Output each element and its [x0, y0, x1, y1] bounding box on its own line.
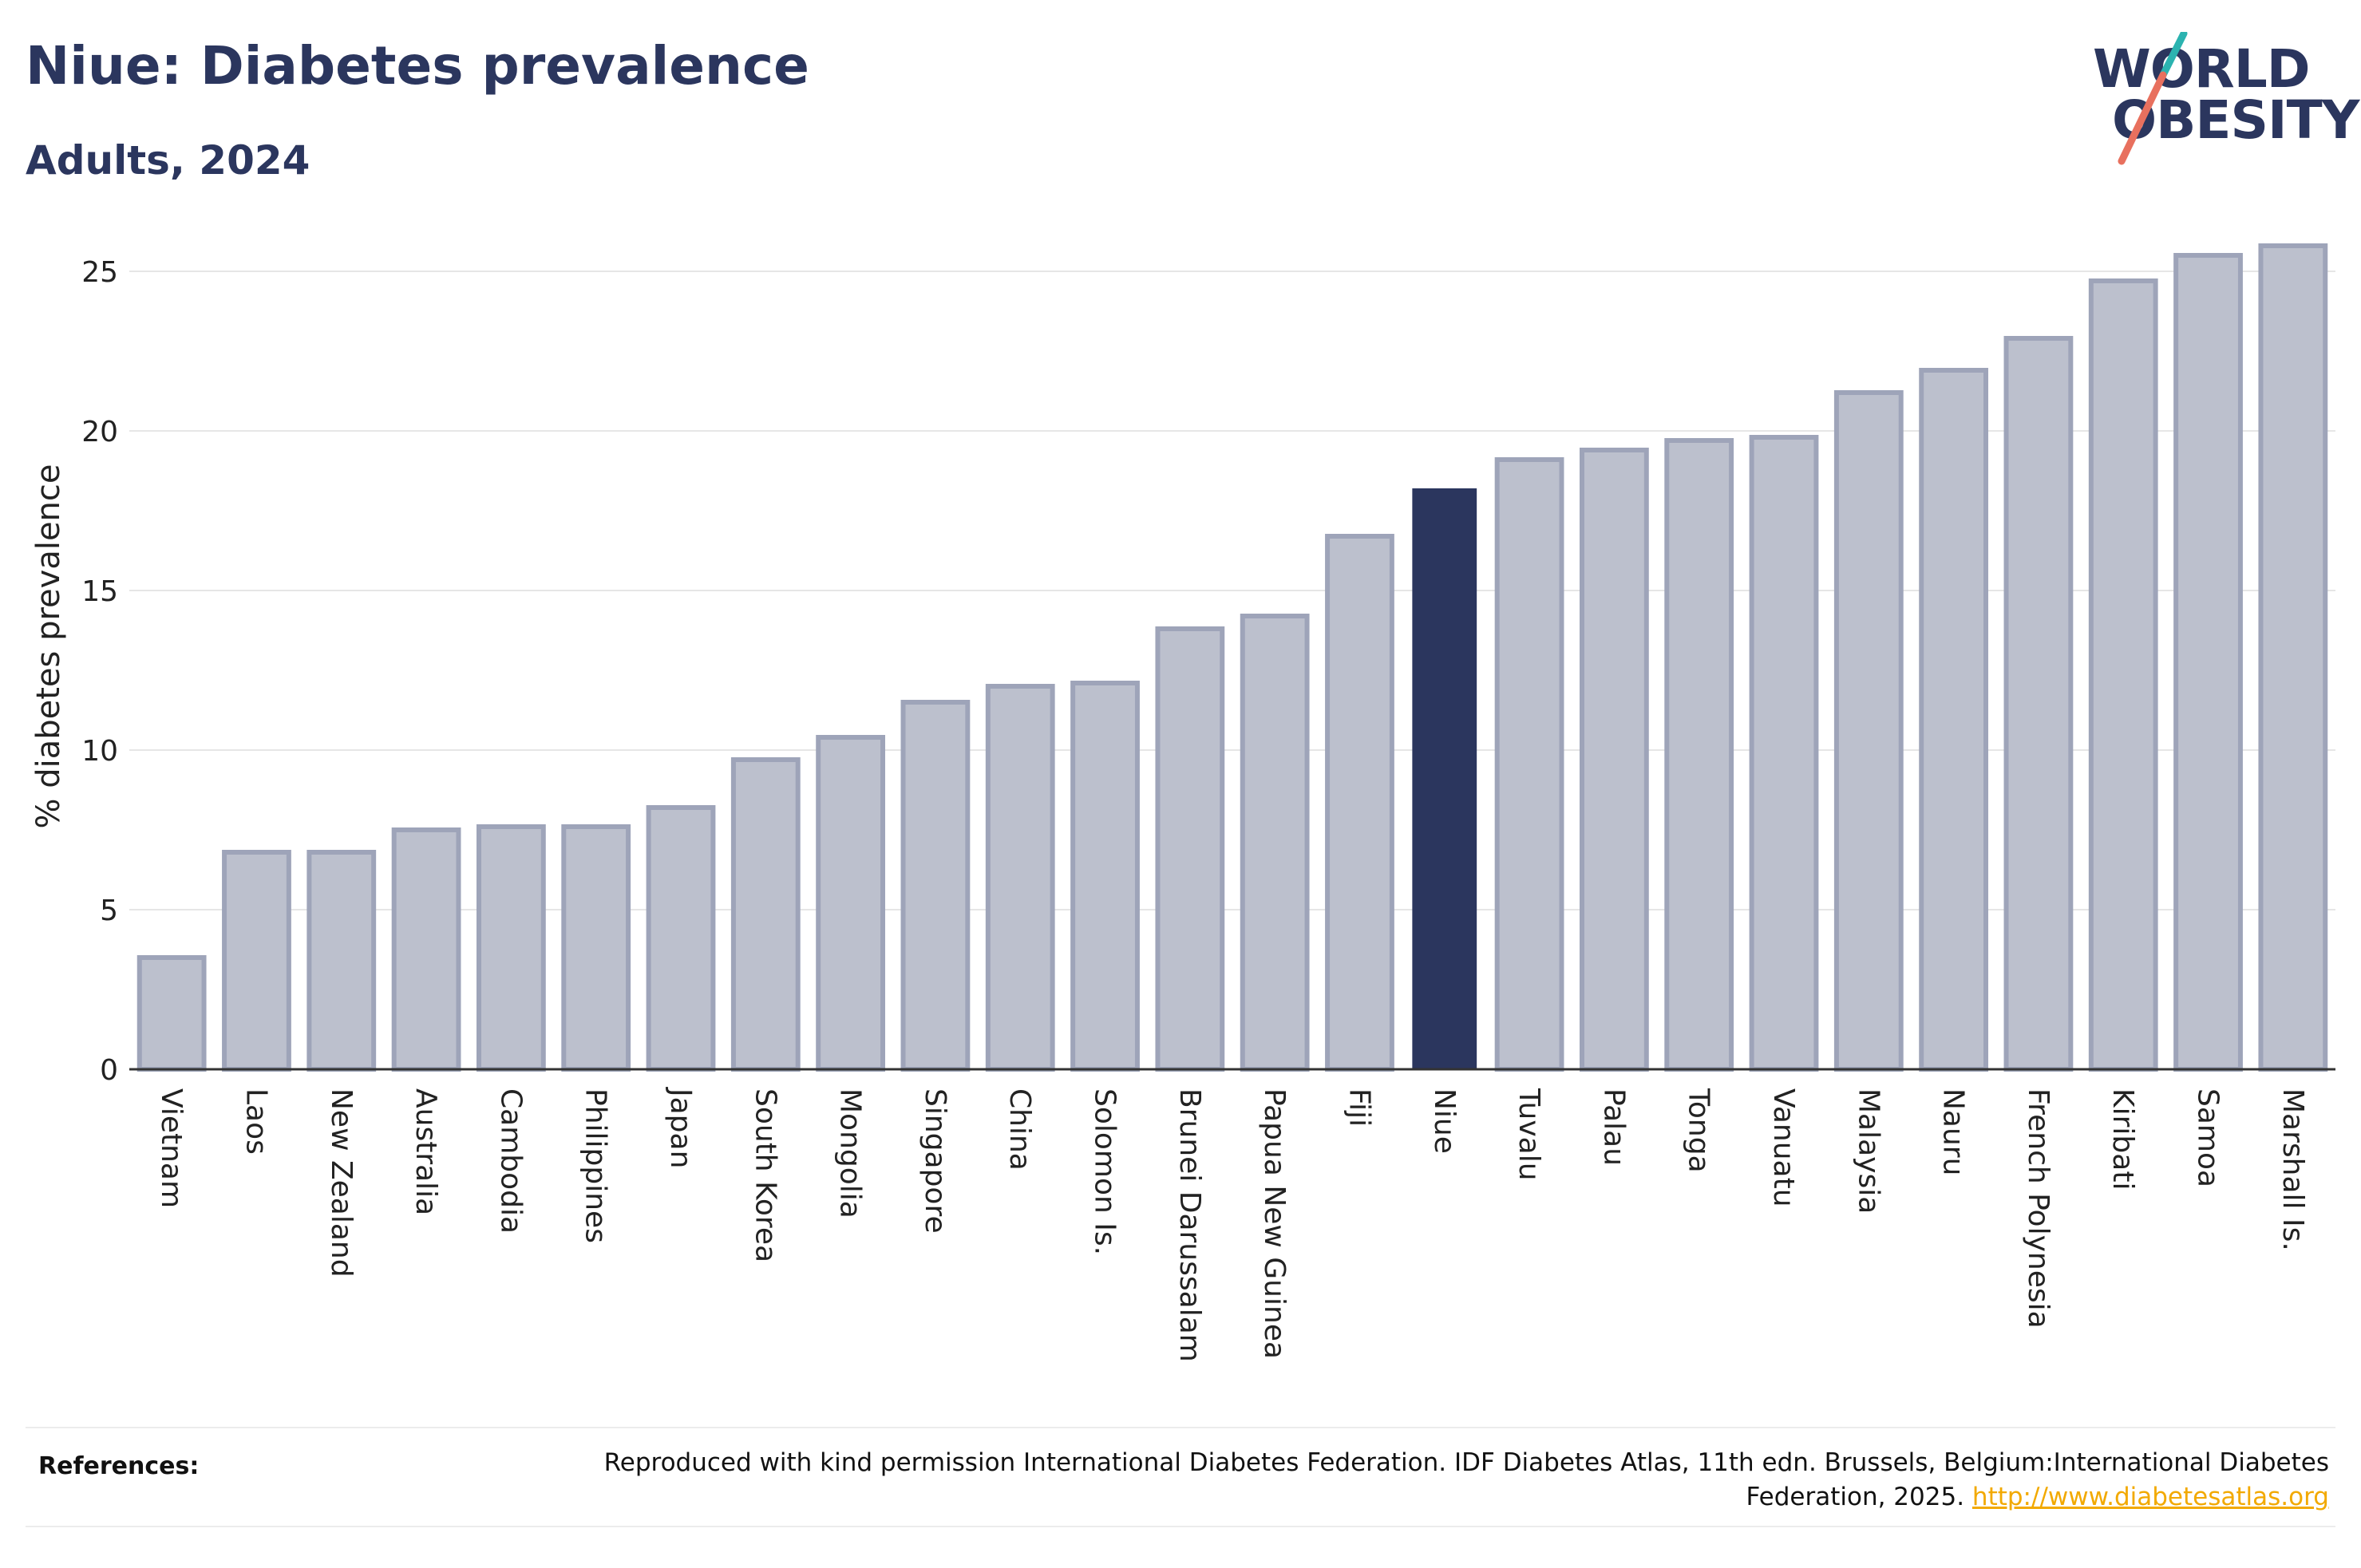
x-tick-label: Palau [1597, 1088, 1630, 1166]
x-tick-labels: Vietnam Laos New Zealand Australia Cambodia P… [155, 1087, 2309, 1362]
x-tick-label: Papua New Guinea [1258, 1088, 1291, 1359]
bar-nauru[interactable] [1919, 368, 1989, 1072]
y-axis-label: % diabetes prevalence [30, 464, 67, 828]
references-link[interactable]: http://www.diabetesatlas.org [1971, 1483, 2329, 1511]
y-tick-labels: 0 5 10 15 20 25 [81, 256, 118, 1087]
references-label: References: [38, 1452, 200, 1480]
x-tick-label: Japan [664, 1087, 697, 1168]
y-tick-label: 20 [81, 416, 118, 448]
x-tick-label: Kiribati [2106, 1088, 2139, 1190]
x-tick-label: Tonga [1683, 1088, 1715, 1173]
bar-chart: 0 5 10 15 20 25 Vietnam Laos New Zealand Austral… [30, 243, 2335, 1362]
x-tick-label: New Zealand [325, 1088, 358, 1278]
bar-palau[interactable] [1579, 448, 1649, 1072]
x-tick-label: Tuvalu [1513, 1088, 1545, 1181]
references-divider-top [26, 1427, 2335, 1428]
bar-philippines[interactable] [561, 824, 631, 1072]
x-tick-label: Singapore [919, 1088, 951, 1234]
y-tick-label: 0 [100, 1054, 118, 1087]
bar-mongolia[interactable] [816, 735, 886, 1072]
bars [129, 243, 2335, 1072]
bar-vanuatu[interactable] [1749, 435, 1819, 1072]
x-tick-label: French Polynesia [2022, 1088, 2055, 1329]
x-tick-label: Solomon Is. [1089, 1088, 1121, 1255]
x-tick-label: Brunei Darussalam [1173, 1088, 1206, 1362]
chart-subtitle: Adults, 2024 [26, 137, 310, 184]
chart-title: Niue: Diabetes prevalence [26, 35, 809, 97]
x-tick-label: Malaysia [1852, 1088, 1884, 1214]
bar-solomon-is[interactable] [1070, 681, 1140, 1072]
x-tick-label: Laos [239, 1088, 272, 1155]
references-divider-bottom [26, 1526, 2335, 1527]
x-tick-label: Niue [1428, 1088, 1461, 1154]
bar-japan[interactable] [646, 805, 716, 1072]
logo-slash-icon [2118, 32, 2188, 165]
x-tick-label: Australia [409, 1088, 442, 1215]
bar-samoa[interactable] [2173, 253, 2243, 1072]
world-obesity-logo[interactable]: WORLD OBESITY [2083, 32, 2359, 168]
bar-singapore[interactable] [900, 700, 971, 1072]
bar-south-korea[interactable] [730, 757, 801, 1072]
x-tick-label: Vietnam [155, 1088, 188, 1208]
bar-cambodia[interactable] [476, 824, 546, 1072]
bar-vietnam[interactable] [136, 955, 207, 1072]
x-tick-label: Cambodia [494, 1088, 527, 1234]
bar-malaysia[interactable] [1833, 390, 1904, 1072]
x-tick-label: Nauru [1937, 1088, 1970, 1175]
y-tick-label: 15 [81, 575, 118, 608]
x-tick-label: Philippines [579, 1088, 612, 1243]
bar-australia[interactable] [391, 827, 461, 1072]
bar-new-zealand[interactable] [306, 850, 377, 1072]
y-tick-label: 5 [100, 895, 118, 927]
bar-tuvalu[interactable] [1494, 457, 1564, 1072]
x-tick-label: China [1003, 1088, 1036, 1171]
bar-marshall-is[interactable] [2258, 243, 2328, 1072]
y-tick-label: 25 [81, 256, 118, 289]
x-tick-label: Marshall Is. [2276, 1088, 2309, 1251]
x-tick-label: Samoa [2192, 1088, 2225, 1187]
y-tick-label: 10 [81, 735, 118, 768]
references-citation: Reproduced with kind permission Internat… [603, 1448, 2329, 1511]
bar-brunei-darussalam[interactable] [1155, 626, 1225, 1072]
bar-french-polynesia[interactable] [2003, 336, 2074, 1072]
bar-tonga[interactable] [1664, 438, 1734, 1072]
bar-kiribati[interactable] [2088, 278, 2158, 1072]
bar-fiji[interactable] [1325, 534, 1394, 1072]
x-tick-label: Mongolia [834, 1088, 867, 1218]
x-tick-label: Vanuatu [1767, 1088, 1800, 1207]
bar-papua-new-guinea[interactable] [1240, 614, 1310, 1072]
bar-china[interactable] [985, 684, 1055, 1072]
x-tick-label: Fiji [1343, 1088, 1375, 1127]
bar-laos[interactable] [222, 850, 291, 1072]
references-text: Reproduced with kind permission Internat… [493, 1446, 2329, 1515]
x-tick-label: South Korea [749, 1088, 781, 1262]
logo-text-world: WORLD [2093, 38, 2311, 100]
bar-niue[interactable] [1412, 488, 1477, 1069]
